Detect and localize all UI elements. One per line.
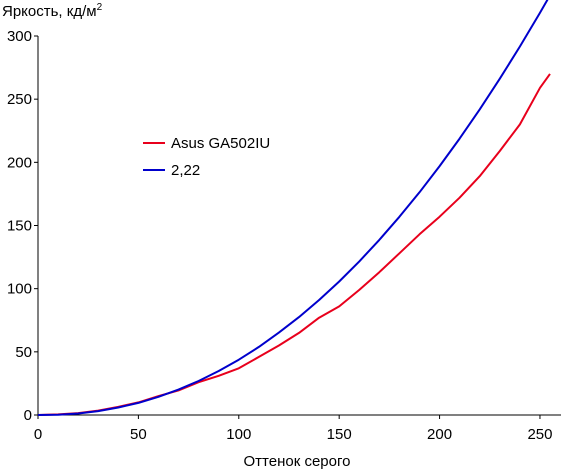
axes xyxy=(37,36,561,416)
y-tick-label: 100 xyxy=(7,281,32,298)
x-tick-label: 0 xyxy=(34,426,42,443)
y-ticks: 0 50 100 150 200 250 300 xyxy=(7,28,38,424)
series-line-gamma xyxy=(37,0,549,416)
x-tick-label: 100 xyxy=(226,426,251,443)
legend-label-gamma: 2,22 xyxy=(171,162,200,179)
x-axis-label: Оттенок серого xyxy=(244,453,351,469)
legend-label-asus: Asus GA502IU xyxy=(171,135,270,152)
y-axis-label-text: Яркость, кд/м xyxy=(2,3,97,20)
y-tick-label: 200 xyxy=(7,154,32,171)
series-layer xyxy=(37,0,551,416)
legend: Asus GA502IU 2,22 xyxy=(143,135,270,179)
y-tick-label: 150 xyxy=(7,218,32,235)
y-axis-label-superscript: 2 xyxy=(97,2,103,13)
x-tick-label: 50 xyxy=(130,426,147,443)
y-tick-label: 0 xyxy=(24,407,32,424)
y-tick-label: 250 xyxy=(7,91,32,108)
y-tick-label: 50 xyxy=(15,344,32,361)
y-tick-label: 300 xyxy=(7,28,32,45)
x-ticks: 0 50 100 150 200 250 xyxy=(34,415,552,443)
x-tick-label: 200 xyxy=(427,426,452,443)
y-axis-label: Яркость, кд/м2 xyxy=(2,2,103,20)
series-line-asus xyxy=(37,73,551,416)
x-tick-label: 150 xyxy=(327,426,352,443)
x-tick-label: 250 xyxy=(527,426,552,443)
